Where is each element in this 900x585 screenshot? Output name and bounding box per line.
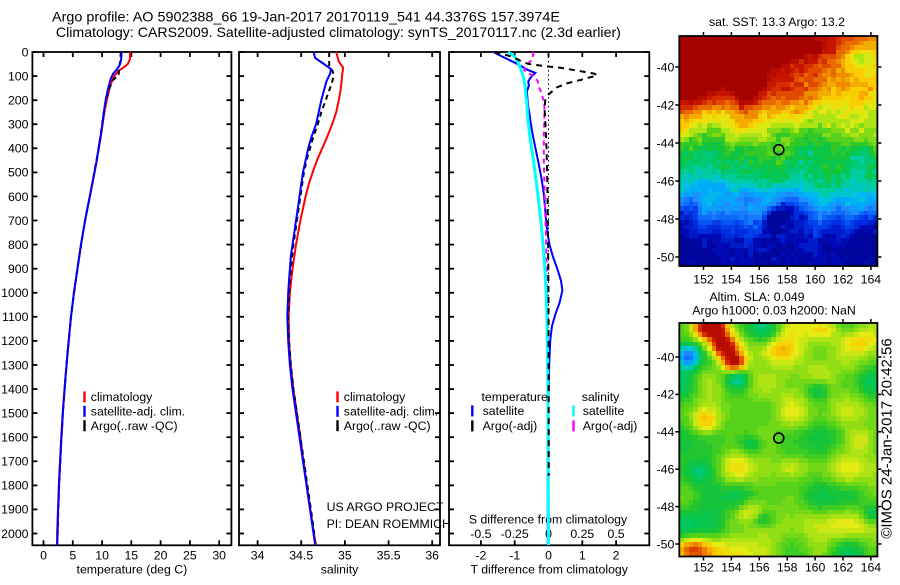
svg-text:0.5: 0.5 (608, 527, 625, 541)
svg-text:Argo h1000: 0.03 h2000: NaN: Argo h1000: 0.03 h2000: NaN (692, 304, 855, 318)
svg-text:30: 30 (212, 549, 226, 563)
svg-text:Argo(-adj): Argo(-adj) (483, 419, 538, 433)
svg-text:US ARGO PROJECT: US ARGO PROJECT (327, 500, 444, 514)
svg-text:1800: 1800 (1, 479, 29, 493)
svg-text:1: 1 (579, 549, 586, 563)
svg-text:154: 154 (721, 272, 742, 286)
svg-text:-50: -50 (657, 537, 675, 551)
svg-text:160: 160 (805, 272, 826, 286)
svg-text:-48: -48 (657, 212, 675, 226)
svg-text:-1: -1 (509, 549, 520, 563)
svg-text:154: 154 (721, 561, 742, 575)
svg-text:-42: -42 (657, 98, 675, 112)
svg-text:salinity: salinity (582, 390, 620, 404)
svg-text:-0.5: -0.5 (470, 527, 491, 541)
svg-text:-0.25: -0.25 (501, 527, 529, 541)
svg-text:10: 10 (95, 549, 109, 563)
svg-text:PI: DEAN ROEMMICH: PI: DEAN ROEMMICH (327, 517, 451, 531)
svg-text:satellite-adj. clim.: satellite-adj. clim. (91, 405, 185, 419)
svg-text:sat. SST: 13.3 Argo: 13.2: sat. SST: 13.3 Argo: 13.2 (709, 15, 845, 29)
svg-text:156: 156 (749, 272, 770, 286)
svg-text:400: 400 (8, 142, 29, 156)
svg-text:1300: 1300 (1, 358, 29, 372)
svg-text:-40: -40 (657, 60, 675, 74)
svg-text:700: 700 (8, 214, 29, 228)
svg-text:34.5: 34.5 (289, 549, 313, 563)
svg-text:Argo(-adj): Argo(-adj) (583, 419, 638, 433)
svg-text:25: 25 (183, 549, 197, 563)
svg-text:164: 164 (861, 272, 882, 286)
svg-text:1400: 1400 (1, 382, 29, 396)
svg-text:162: 162 (833, 561, 854, 575)
svg-text:satellite: satellite (583, 404, 625, 418)
svg-text:36: 36 (425, 549, 439, 563)
svg-text:-46: -46 (657, 174, 675, 188)
svg-text:20: 20 (154, 549, 168, 563)
svg-text:2: 2 (613, 549, 620, 563)
svg-text:0: 0 (22, 45, 29, 59)
svg-text:500: 500 (8, 166, 29, 180)
svg-text:158: 158 (777, 272, 798, 286)
svg-text:climatology: climatology (344, 390, 406, 404)
svg-text:temperature: temperature (482, 390, 548, 404)
svg-text:Altim. SLA: 0.049: Altim. SLA: 0.049 (709, 290, 804, 304)
svg-text:climatology: climatology (91, 390, 153, 404)
svg-text:200: 200 (8, 94, 29, 108)
svg-text:152: 152 (693, 561, 714, 575)
svg-text:164: 164 (861, 561, 882, 575)
svg-text:-44: -44 (657, 136, 675, 150)
svg-text:Argo profile: AO 5902388_66 19: Argo profile: AO 5902388_66 19-Jan-2017 … (52, 10, 560, 25)
svg-text:158: 158 (777, 561, 798, 575)
svg-text:5: 5 (69, 549, 76, 563)
svg-text:©IMOS 24-Jan-2017 20:42:56: ©IMOS 24-Jan-2017 20:42:56 (879, 338, 896, 538)
svg-text:-50: -50 (657, 250, 675, 264)
svg-text:Argo(..raw -QC): Argo(..raw -QC) (91, 419, 178, 433)
svg-text:-44: -44 (657, 425, 675, 439)
svg-text:-40: -40 (657, 350, 675, 364)
svg-text:-48: -48 (657, 500, 675, 514)
svg-text:0: 0 (40, 549, 47, 563)
svg-text:1700: 1700 (1, 455, 29, 469)
svg-text:temperature (deg C): temperature (deg C) (77, 563, 188, 577)
svg-text:15: 15 (124, 549, 138, 563)
svg-text:0: 0 (545, 549, 552, 563)
svg-text:-2: -2 (475, 549, 486, 563)
svg-text:152: 152 (693, 272, 714, 286)
svg-text:1100: 1100 (2, 310, 29, 324)
svg-text:1200: 1200 (1, 334, 29, 348)
svg-text:35: 35 (338, 549, 352, 563)
svg-text:-42: -42 (657, 388, 675, 402)
svg-text:900: 900 (8, 262, 29, 276)
svg-text:300: 300 (8, 118, 29, 132)
svg-text:1600: 1600 (1, 431, 29, 445)
svg-text:1000: 1000 (1, 286, 29, 300)
svg-text:2000: 2000 (1, 527, 29, 541)
svg-text:T difference from climatology: T difference from climatology (470, 563, 628, 577)
svg-text:Climatology: CARS2009. Satelli: Climatology: CARS2009. Satellite-adjuste… (56, 25, 621, 40)
svg-text:1900: 1900 (1, 503, 29, 517)
svg-text:162: 162 (833, 272, 854, 286)
svg-text:800: 800 (8, 238, 29, 252)
svg-text:satellite: satellite (483, 404, 525, 418)
svg-text:34: 34 (251, 549, 265, 563)
svg-text:35.5: 35.5 (377, 549, 401, 563)
svg-text:600: 600 (8, 190, 29, 204)
svg-text:-46: -46 (657, 463, 675, 477)
svg-text:160: 160 (805, 561, 826, 575)
svg-text:1500: 1500 (1, 406, 29, 420)
svg-text:100: 100 (8, 69, 29, 83)
svg-text:salinity: salinity (321, 563, 359, 577)
svg-text:156: 156 (749, 561, 770, 575)
svg-text:0.25: 0.25 (570, 527, 594, 541)
svg-text:Argo(..raw -QC): Argo(..raw -QC) (344, 419, 431, 433)
svg-text:satellite-adj. clim.: satellite-adj. clim. (344, 405, 438, 419)
